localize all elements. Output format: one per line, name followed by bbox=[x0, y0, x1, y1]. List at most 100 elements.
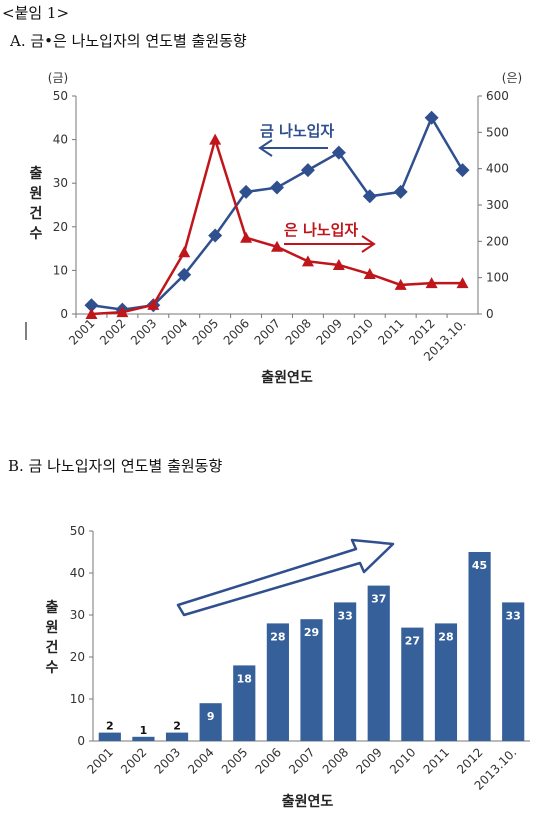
y-tick-label: 50 bbox=[70, 524, 85, 538]
left-tick-label: 0 bbox=[60, 307, 68, 321]
bar bbox=[98, 732, 121, 741]
trend-arrow-shape bbox=[176, 538, 395, 617]
bar bbox=[165, 732, 189, 741]
x-tick-label: 2006 bbox=[221, 316, 252, 347]
data-point-triangle bbox=[301, 255, 314, 267]
data-point-triangle bbox=[425, 277, 438, 289]
data-point-triangle bbox=[456, 277, 469, 289]
x-tick-label: 2005 bbox=[190, 316, 221, 347]
data-point-triangle bbox=[240, 231, 253, 243]
data-point-diamond bbox=[424, 110, 439, 125]
x-tick-label: 2002 bbox=[118, 745, 149, 776]
series-line bbox=[91, 135, 463, 316]
data-point-diamond bbox=[331, 145, 346, 160]
x-axis-title: 출원연도 bbox=[261, 369, 313, 386]
bar-value-label: 2 bbox=[173, 720, 181, 733]
bar-value-label: 9 bbox=[207, 710, 215, 723]
y-axis-title-char: 수 bbox=[30, 226, 43, 242]
data-point-diamond bbox=[270, 180, 284, 195]
data-point-triangle bbox=[147, 298, 160, 310]
right-tick-label: 300 bbox=[486, 198, 509, 212]
x-tick-label: 2009 bbox=[313, 316, 344, 347]
data-point-triangle bbox=[209, 133, 222, 145]
y-axis-title-char: 출 bbox=[46, 599, 59, 616]
bar bbox=[502, 602, 525, 741]
x-tick-label: 2009 bbox=[353, 745, 384, 776]
bar bbox=[266, 623, 289, 741]
x-tick-label: 2012 bbox=[454, 745, 485, 776]
bar-value-label: 28 bbox=[270, 630, 285, 643]
right-tick-label: 200 bbox=[486, 234, 509, 248]
bar-value-label: 45 bbox=[472, 559, 487, 572]
y-tick-label: 40 bbox=[70, 566, 85, 580]
right-tick-label: 400 bbox=[486, 162, 509, 176]
bar bbox=[334, 602, 357, 741]
x-tick-label: 2010 bbox=[387, 745, 418, 776]
right-tick-label: 0 bbox=[486, 307, 494, 321]
right-tick-label: 600 bbox=[486, 89, 509, 103]
y-tick-label: 10 bbox=[70, 692, 85, 706]
x-tick-label: 2001 bbox=[84, 745, 115, 776]
y-tick-label: 0 bbox=[77, 734, 85, 748]
y-axis-title-char: 원 bbox=[46, 620, 59, 636]
bar-value-label: 33 bbox=[337, 609, 352, 622]
data-point-diamond bbox=[177, 267, 192, 282]
data-point-triangle bbox=[332, 258, 345, 270]
data-point-triangle bbox=[178, 246, 191, 258]
data-point-triangle bbox=[363, 268, 376, 280]
y-tick-label: 30 bbox=[70, 608, 85, 622]
x-tick-label: 2001 bbox=[66, 316, 97, 347]
silver-series-label: 은 나노입자 bbox=[284, 221, 358, 239]
right-tick-label: 100 bbox=[486, 271, 509, 285]
y-axis-title-char: 수 bbox=[46, 660, 59, 676]
x-tick-label: 2011 bbox=[421, 745, 452, 776]
data-point-diamond bbox=[393, 184, 408, 199]
left-tick-label: 10 bbox=[53, 263, 68, 277]
y-axis-title-char: 건 bbox=[46, 639, 59, 656]
data-point-triangle bbox=[85, 308, 98, 319]
bar bbox=[199, 703, 222, 741]
left-axis-unit: (금) bbox=[48, 71, 68, 85]
bar-value-label: 29 bbox=[304, 626, 319, 639]
x-axis-title: 출원연도 bbox=[282, 793, 334, 810]
x-tick-label: 2003 bbox=[152, 745, 183, 776]
bar-value-label: 18 bbox=[237, 672, 252, 685]
x-tick-label: 2010 bbox=[344, 316, 375, 347]
x-tick-label: 2007 bbox=[286, 745, 317, 776]
gold-series-label: 금 나노입자 bbox=[260, 122, 334, 140]
bar-value-label: 28 bbox=[438, 630, 453, 643]
trend-arrow bbox=[176, 538, 395, 617]
data-point-diamond bbox=[362, 189, 377, 204]
data-point-triangle bbox=[271, 240, 283, 252]
x-tick-label: 2008 bbox=[320, 745, 351, 776]
left-tick-label: 50 bbox=[53, 89, 68, 103]
bar bbox=[367, 585, 390, 741]
x-tick-label: 2008 bbox=[283, 316, 314, 347]
data-point-diamond bbox=[84, 298, 99, 313]
bar bbox=[401, 627, 424, 741]
bar bbox=[233, 665, 256, 741]
chart-b-title: B. 금 나노입자의 연도별 출원동향 bbox=[8, 457, 223, 475]
y-tick-label: 20 bbox=[70, 650, 85, 664]
right-axis-unit: (은) bbox=[502, 71, 522, 85]
bar bbox=[132, 736, 155, 741]
gold-arrow-head bbox=[258, 139, 273, 157]
data-point-diamond bbox=[208, 228, 223, 243]
y-axis-title-char: 원 bbox=[30, 186, 43, 202]
chart-a-title: A. 금•은 나노입자의 연도별 출원동향 bbox=[10, 32, 247, 50]
bar-value-label: 1 bbox=[140, 724, 148, 737]
x-tick-label: 2005 bbox=[219, 745, 250, 776]
series-line bbox=[91, 115, 464, 311]
data-point-diamond bbox=[455, 163, 470, 178]
left-tick-label: 40 bbox=[53, 133, 68, 147]
data-point-triangle bbox=[394, 278, 407, 290]
bar-value-label: 37 bbox=[371, 593, 386, 606]
data-point-triangle bbox=[116, 306, 129, 318]
x-tick-label: 2007 bbox=[252, 316, 283, 347]
x-tick-label: 2004 bbox=[159, 316, 190, 347]
bar bbox=[434, 623, 458, 741]
y-axis-title-char: 출 bbox=[30, 165, 43, 182]
bar-value-label: 27 bbox=[405, 635, 420, 648]
